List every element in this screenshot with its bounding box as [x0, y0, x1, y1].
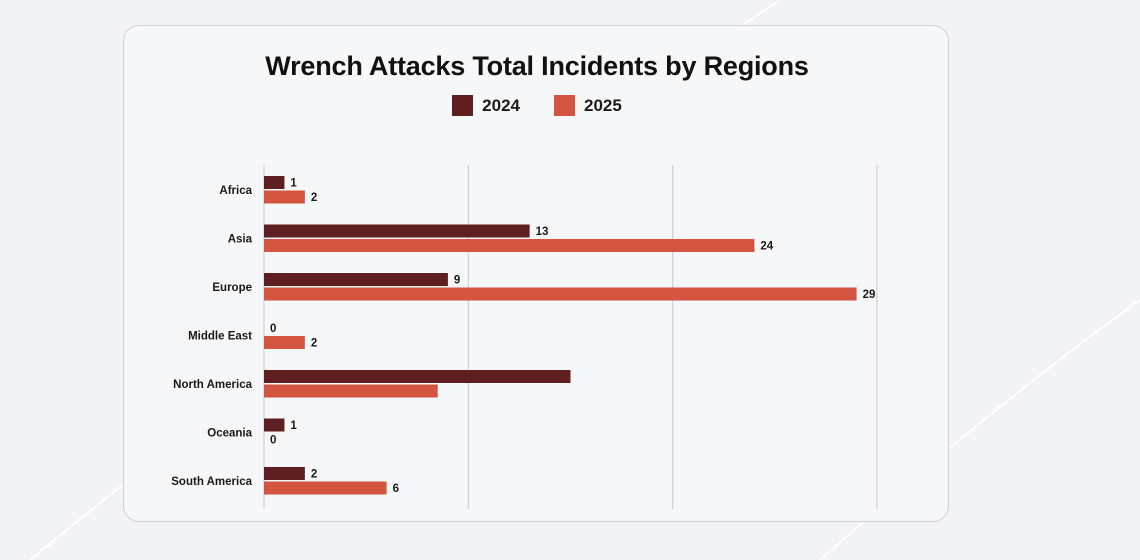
- category-label-6: South America: [171, 476, 252, 488]
- category-label-2: Europe: [212, 282, 252, 294]
- bar-2024-5: [264, 418, 285, 432]
- bar-chart-plot: Africa 1 2 Asia 13 24 Europe 9 29 Middle East 0 2 No…: [171, 165, 878, 509]
- data-label-2025-3: 2: [311, 338, 317, 350]
- data-label-2024-3: 0: [270, 323, 276, 335]
- data-label-2025-6: 6: [393, 483, 399, 495]
- data-label-2024-6: 2: [311, 469, 317, 481]
- legend-item-2025: 2025: [554, 95, 622, 116]
- chart-title: Wrench Attacks Total Incidents by Region…: [265, 51, 809, 81]
- category-label-4: North America: [173, 379, 252, 391]
- category-label-1: Asia: [228, 233, 253, 245]
- category-label-0: Africa: [219, 185, 252, 197]
- data-label-2024-5: 1: [290, 420, 297, 432]
- legend-label-2025: 2025: [584, 95, 622, 115]
- legend-swatch-2024: [452, 95, 474, 116]
- data-label-2024-1: 13: [536, 226, 549, 238]
- data-label-2025-0: 2: [311, 192, 317, 204]
- bar-2024-0: [264, 176, 285, 189]
- bar-2025-0: [264, 190, 305, 204]
- bar-2024-1: [264, 224, 530, 238]
- bar-2024-6: [264, 467, 305, 480]
- bar-2025-2: [264, 287, 857, 301]
- data-label-2024-2: 9: [454, 275, 460, 287]
- legend-swatch-2025: [554, 95, 575, 116]
- chart-card: Wrench Attacks Total Incidents by Region…: [123, 25, 949, 522]
- chart-legend: 2024 2025: [124, 95, 948, 116]
- bar-2024-4: [264, 370, 571, 383]
- data-label-2025-5: 0: [270, 435, 276, 447]
- legend-item-2024: 2024: [452, 95, 520, 116]
- category-label-3: Middle East: [188, 330, 252, 342]
- bar-2025-1: [264, 239, 755, 252]
- data-label-2025-1: 24: [760, 241, 773, 253]
- data-label-2024-0: 1: [290, 178, 297, 190]
- bar-2025-6: [264, 481, 387, 495]
- legend-label-2024: 2024: [482, 95, 520, 115]
- bar-2024-2: [264, 273, 448, 286]
- data-label-2025-2: 29: [863, 289, 876, 301]
- category-label-5: Oceania: [207, 427, 252, 439]
- bar-2025-3: [264, 336, 305, 349]
- bar-2025-4: [264, 384, 438, 398]
